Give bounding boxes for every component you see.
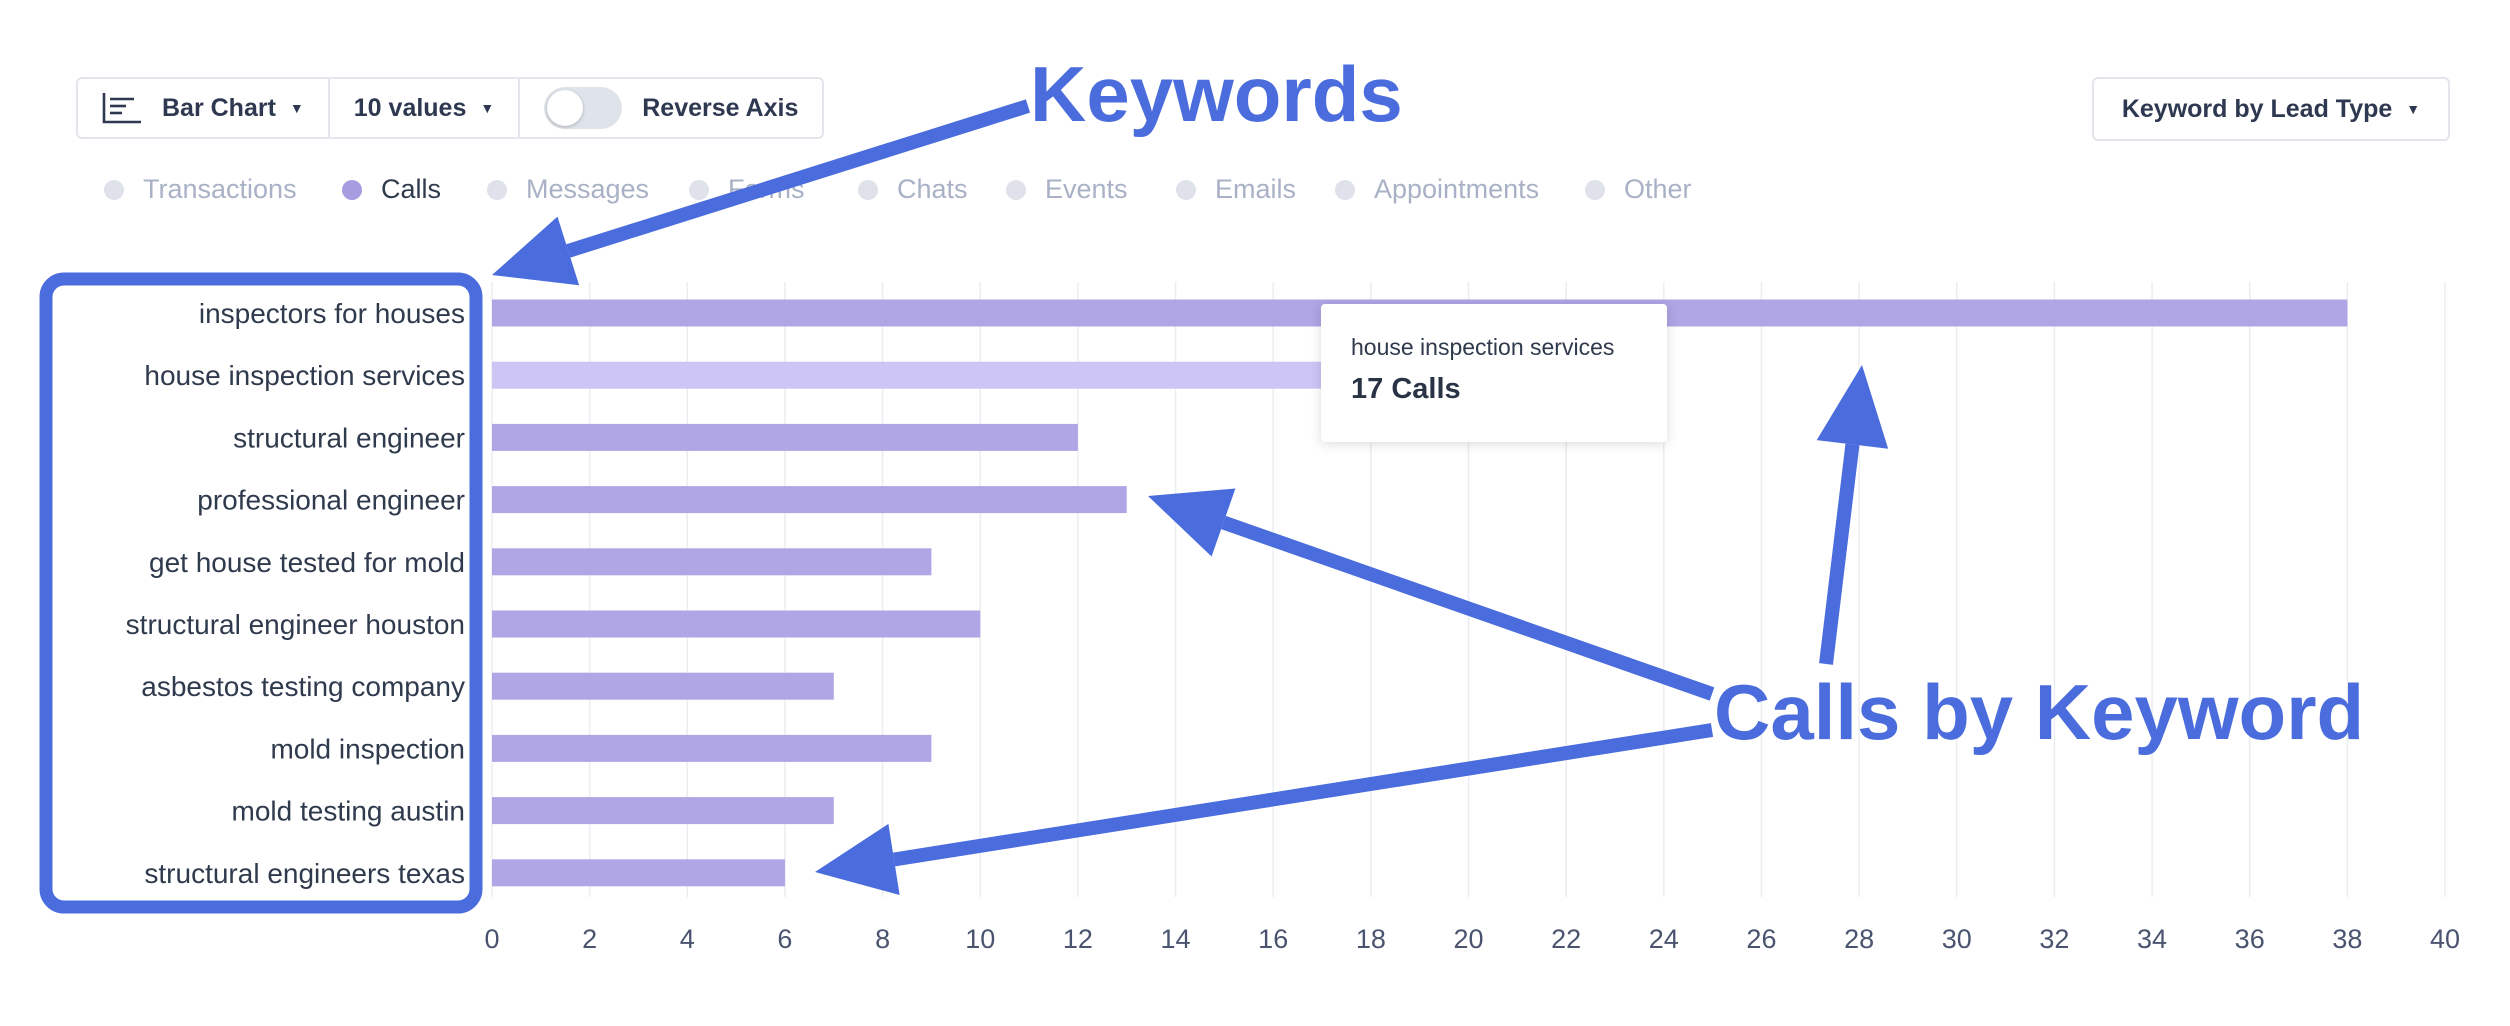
legend-label: Other [1624, 174, 1692, 204]
x-tick-label: 14 [1161, 924, 1191, 954]
legend-item-calls[interactable]: Calls [342, 174, 441, 205]
x-tick-label: 2 [582, 924, 597, 954]
legend-item-chats[interactable]: Chats [858, 174, 968, 205]
legend-label: Appointments [1374, 174, 1540, 204]
bar[interactable] [492, 610, 981, 638]
horizontal-bar-chart-icon [102, 93, 141, 124]
legend-dot [689, 179, 709, 200]
x-tick-label: 28 [1844, 924, 1874, 954]
calls-arrow-bottom-head [815, 823, 900, 896]
values-count-label: 10 values [353, 93, 467, 122]
reverse-axis-label: Reverse Axis [642, 93, 799, 122]
grouping-dropdown[interactable]: Keyword by Lead Type ▼ [2092, 77, 2450, 141]
legend-item-events[interactable]: Events [1006, 174, 1128, 205]
bar[interactable] [492, 859, 785, 887]
legend-dot [487, 179, 507, 200]
bar[interactable] [492, 734, 932, 762]
category-label: house inspection services [144, 360, 465, 391]
bar[interactable] [492, 672, 834, 700]
category-label: asbestos testing company [141, 671, 465, 702]
bar-tooltip: house inspection services 17 Calls [1321, 304, 1667, 442]
legend-item-appointments[interactable]: Appointments [1335, 174, 1539, 205]
chart-type-label: Bar Chart [162, 93, 276, 122]
calls-arrow-bottom-shaft [892, 723, 1714, 867]
calls-arrow-middle-shaft [1221, 515, 1715, 701]
x-tick-label: 32 [2039, 924, 2069, 954]
legend-dot [104, 179, 124, 200]
keywords-highlight-box [39, 272, 483, 914]
x-tick-label: 0 [484, 924, 499, 954]
x-tick-label: 10 [965, 924, 995, 954]
category-label: mold testing austin [232, 796, 465, 827]
legend-label: Events [1045, 174, 1128, 204]
calls-arrow-up-shaft [1819, 443, 1860, 665]
x-tick-label: 4 [680, 924, 695, 954]
bar[interactable] [492, 361, 1323, 389]
legend-dot [1176, 179, 1196, 200]
x-tick-label: 22 [1551, 924, 1581, 954]
x-tick-label: 16 [1258, 924, 1288, 954]
keywords-annotation: Keywords [1030, 50, 1403, 138]
legend-item-transactions[interactable]: Transactions [104, 174, 297, 205]
reverse-axis-control[interactable]: Reverse Axis [518, 77, 825, 139]
category-label: structural engineers texas [144, 858, 465, 889]
legend-label: Calls [381, 174, 442, 204]
toggle-knob [547, 90, 584, 126]
legend-label: Messages [526, 174, 650, 204]
tooltip-keyword: house inspection services [1351, 334, 1615, 360]
bar[interactable] [492, 486, 1127, 514]
x-tick-label: 20 [1453, 924, 1483, 954]
x-tick-label: 12 [1063, 924, 1093, 954]
x-tick-label: 6 [777, 924, 792, 954]
values-count-dropdown[interactable]: 10 values ▼ [327, 77, 521, 139]
legend-label: Chats [897, 174, 968, 204]
caret-down-icon: ▼ [289, 100, 304, 116]
x-tick-label: 8 [875, 924, 890, 954]
legend-dot [1585, 179, 1605, 200]
tooltip-value: 17 Calls [1351, 373, 1461, 405]
calls-by-keyword-annotation: Calls by Keyword [1714, 668, 2365, 756]
legend-item-other[interactable]: Other [1585, 174, 1692, 205]
x-tick-label: 30 [1942, 924, 1972, 954]
chart-type-dropdown[interactable]: Bar Chart ▼ [76, 77, 330, 139]
bar[interactable] [492, 423, 1078, 451]
calls-arrow-up-head [1816, 365, 1889, 449]
legend-dot [1006, 179, 1026, 200]
grouping-label: Keyword by Lead Type [2121, 94, 2393, 123]
category-label: get house tested for mold [149, 547, 465, 578]
legend-dot [1335, 179, 1355, 200]
chart-toolbar: Bar Chart ▼ 10 values ▼ Reverse Axis [76, 77, 825, 139]
legend-label: Transactions [143, 174, 297, 204]
x-tick-label: 40 [2430, 924, 2460, 954]
caret-down-icon: ▼ [2406, 101, 2421, 117]
category-label: structural engineer houston [126, 609, 465, 640]
category-label: structural engineer [233, 422, 465, 453]
x-tick-label: 24 [1649, 924, 1679, 954]
bar[interactable] [492, 548, 932, 576]
category-label: inspectors for houses [199, 298, 465, 329]
x-tick-label: 38 [2332, 924, 2362, 954]
category-label: mold inspection [270, 733, 465, 764]
category-label: professional engineer [197, 485, 465, 516]
calls-arrow-middle-head [1148, 488, 1236, 557]
legend-dot [858, 179, 878, 200]
x-tick-label: 34 [2137, 924, 2167, 954]
caret-down-icon: ▼ [480, 100, 495, 116]
x-tick-label: 36 [2235, 924, 2265, 954]
bar[interactable] [492, 797, 834, 825]
reverse-axis-toggle[interactable] [544, 87, 623, 129]
keywords-arrow-head [492, 216, 580, 286]
legend-item-emails[interactable]: Emails [1176, 174, 1296, 205]
legend-dot [342, 179, 362, 200]
x-tick-label: 26 [1746, 924, 1776, 954]
keywords-arrow-shaft [566, 99, 1031, 258]
legend-item-messages[interactable]: Messages [487, 174, 649, 205]
legend-label: Emails [1215, 174, 1297, 204]
x-tick-label: 18 [1356, 924, 1386, 954]
